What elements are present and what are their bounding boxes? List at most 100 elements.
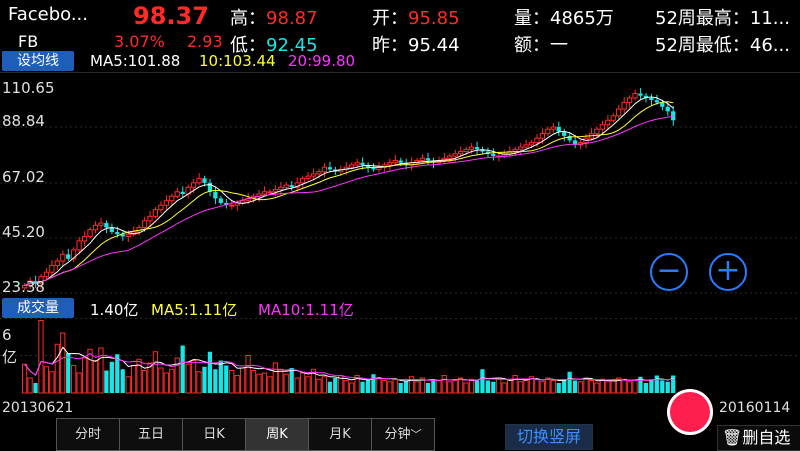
volume-bar	[104, 370, 109, 393]
volume-bar	[289, 368, 294, 393]
volume-bar	[404, 380, 409, 393]
volume-bar	[190, 360, 197, 394]
volume-bar	[213, 369, 218, 393]
candlestick-chart[interactable]	[0, 72, 800, 294]
set-ma-button[interactable]: 设均线	[2, 51, 74, 71]
volume-bar	[196, 371, 202, 394]
volume-field: 量：4865万	[514, 4, 614, 30]
volume-bar	[649, 379, 654, 393]
candle	[665, 106, 670, 112]
volume-bar	[60, 332, 66, 394]
volume-bar	[414, 381, 420, 394]
candle	[305, 175, 311, 179]
tab-five-day[interactable]: 五日	[120, 419, 183, 450]
tab-daily-k[interactable]: 日K	[183, 419, 246, 450]
chevron-down-icon: ﹀	[410, 428, 422, 441]
candle	[404, 162, 409, 165]
tab-monthly-k[interactable]: 月K	[309, 419, 372, 450]
volume-bar	[588, 380, 595, 394]
candle	[654, 100, 659, 103]
zoom-out-button[interactable]: −	[650, 253, 688, 291]
candle	[158, 204, 164, 211]
candle	[321, 166, 327, 173]
prev-close-field: 昨：95.44	[372, 31, 460, 57]
candle	[387, 162, 393, 166]
change-value: 2.93	[187, 32, 223, 51]
volume-bar	[327, 381, 332, 393]
high-value: 98.87	[266, 8, 318, 29]
candle	[371, 167, 376, 170]
low-value: 92.45	[266, 35, 318, 56]
candle	[419, 157, 426, 161]
volume-bar	[577, 381, 584, 394]
candle	[643, 95, 649, 98]
candle	[354, 162, 360, 166]
volume-bar	[234, 375, 240, 394]
candle	[523, 144, 529, 148]
ma10-value: 10:103.44	[199, 52, 276, 70]
candle	[458, 151, 464, 155]
volume-bar	[480, 369, 485, 393]
volume-bar	[283, 373, 289, 394]
volume-bar	[665, 381, 670, 393]
remove-watchlist-label: 删自选	[742, 428, 791, 447]
amount-label: 额：	[514, 35, 550, 56]
amount-field: 额：一	[514, 31, 568, 57]
tab-minute[interactable]: 分钟﹀	[372, 419, 434, 450]
volume-indicator-button[interactable]: 成交量	[2, 298, 74, 318]
open-field: 开：95.85	[372, 4, 460, 30]
volume-bar	[594, 382, 600, 394]
volume-bar	[256, 373, 262, 394]
volume-bar	[43, 366, 50, 394]
candle	[567, 135, 572, 141]
candle	[43, 271, 50, 278]
volume-bar	[278, 368, 284, 394]
tab-weekly-k[interactable]: 周K	[246, 419, 309, 450]
candle	[660, 102, 665, 107]
candle	[104, 223, 109, 228]
candle	[169, 195, 175, 202]
volume-bar	[496, 377, 502, 394]
vol-ma5-value: MA5:1.11亿	[151, 301, 238, 319]
candle	[545, 128, 551, 135]
remove-watchlist-button[interactable]: 🗑删自选	[717, 425, 800, 451]
volume-bar	[671, 375, 676, 393]
record-button[interactable]	[667, 389, 713, 435]
candle	[616, 108, 622, 117]
volume-bar	[81, 357, 88, 394]
candle	[71, 249, 77, 260]
volume-bar	[431, 379, 436, 393]
volume-bar	[22, 363, 28, 394]
volume-bar	[141, 370, 148, 394]
candle	[610, 115, 616, 121]
candle	[425, 158, 431, 161]
volume-bar	[507, 378, 513, 394]
volume-bar	[425, 383, 431, 393]
vol-ma5-line	[24, 346, 674, 382]
volume-bar	[458, 377, 464, 394]
candle	[163, 200, 169, 206]
ma10-line	[24, 101, 674, 287]
volume-bar	[76, 372, 82, 394]
candle	[289, 185, 294, 188]
volume-bar	[294, 377, 300, 394]
zoom-in-button[interactable]: +	[709, 253, 747, 291]
volume-bar	[49, 371, 55, 394]
switch-portrait-button[interactable]: 切换竖屏	[505, 424, 593, 450]
volume-bar	[376, 377, 382, 394]
volume-bar	[224, 365, 229, 393]
candle	[125, 233, 131, 237]
amount-value: 一	[550, 35, 568, 56]
candle	[594, 128, 600, 135]
volume-bar	[87, 348, 93, 394]
tab-intraday[interactable]: 分时	[57, 419, 120, 450]
vol-ma10-line	[24, 352, 674, 381]
candle	[92, 224, 99, 231]
volume-bar	[534, 378, 540, 394]
week52-low-value: 46...	[749, 35, 790, 56]
volume-bar	[550, 380, 556, 394]
candle	[550, 126, 556, 130]
volume-bar	[468, 378, 475, 394]
candle	[528, 142, 535, 146]
volume-bar	[517, 381, 524, 394]
